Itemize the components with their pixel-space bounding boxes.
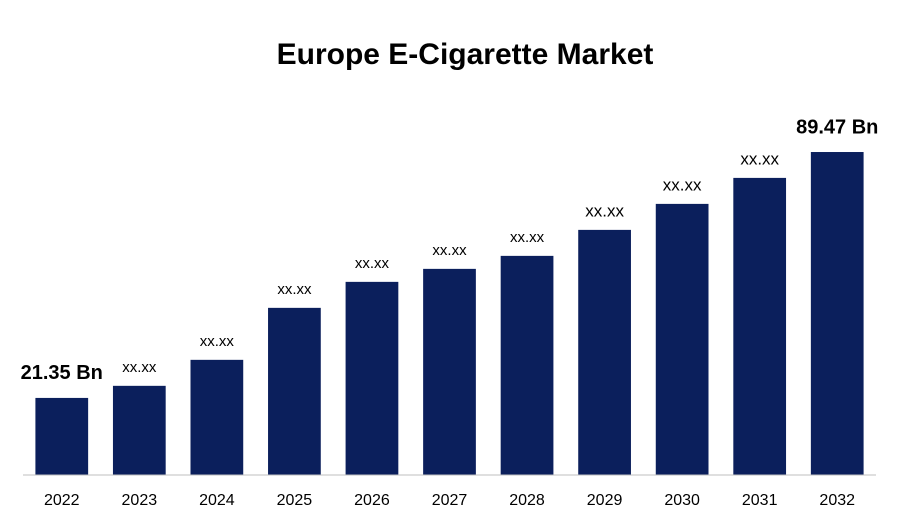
data-label: xx.xx [200,333,235,350]
bar [268,307,321,475]
x-tick-label: 2026 [354,492,390,509]
x-tick-label: 2022 [44,492,80,509]
data-label: xx.xx [277,281,312,298]
x-tick-label: 2024 [199,492,235,509]
data-label: xx.xx [663,175,702,194]
bar [112,385,166,475]
data-label: xx.xx [355,255,390,272]
data-label: xx.xx [585,201,624,220]
chart-title: Europe E-Cigarette Market [277,38,654,71]
x-tick-label: 2025 [277,492,313,509]
x-tick-label: 2027 [432,492,468,509]
bar [35,397,89,475]
data-label: xx.xx [432,242,467,259]
bar [500,255,554,475]
data-label: 21.35 Bn [21,362,103,384]
x-tick-label: 2028 [509,492,545,509]
x-tick-label: 2030 [664,492,700,509]
bar [345,281,399,475]
x-tick-label: 2032 [819,492,855,509]
data-label: xx.xx [122,359,157,376]
bar [190,359,244,475]
bar [810,152,864,475]
x-tick-label: 2029 [587,492,623,509]
data-label: xx.xx [510,229,545,246]
bar [733,177,787,475]
bar [423,268,476,475]
bar [578,229,631,475]
x-tick-label: 2031 [742,492,778,509]
x-tick-label: 2023 [122,492,158,509]
data-label: 89.47 Bn [796,116,878,138]
data-label: xx.xx [740,149,779,168]
bar [655,203,709,475]
